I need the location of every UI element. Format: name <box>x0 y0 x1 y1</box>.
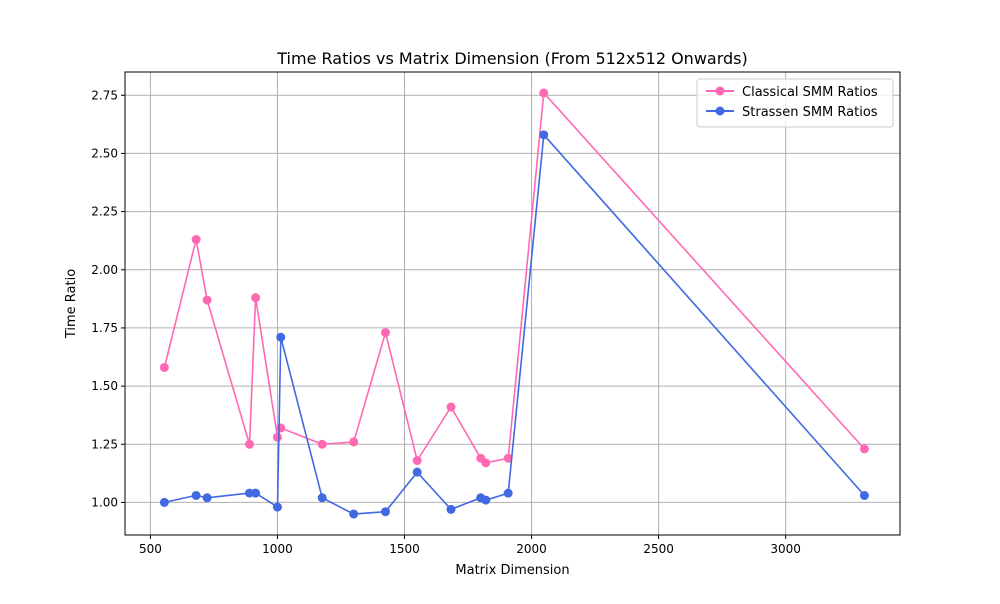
y-tick-label: 2.00 <box>91 263 118 277</box>
data-point <box>349 437 359 447</box>
series-layer <box>159 88 869 519</box>
series-classical <box>159 88 869 468</box>
data-point <box>380 507 390 517</box>
data-point <box>859 444 869 454</box>
data-point <box>251 488 261 498</box>
y-tick-label: 1.00 <box>91 495 118 509</box>
chart-title: Time Ratios vs Matrix Dimension (From 51… <box>276 49 747 68</box>
axis-ticks: 500 1000 1500 2000 2500 3000 1.00 1.25 1.50 1.75 2… <box>91 88 801 556</box>
data-point <box>251 293 261 303</box>
data-point <box>276 332 286 342</box>
x-axis-label: Matrix Dimension <box>455 563 569 578</box>
data-point <box>202 493 212 503</box>
data-point <box>412 467 422 477</box>
data-point <box>272 502 282 512</box>
x-tick-label: 500 <box>139 542 162 556</box>
data-point <box>539 130 549 140</box>
data-point <box>446 402 456 412</box>
data-point <box>159 362 169 372</box>
data-point <box>380 328 390 338</box>
y-tick-label: 2.50 <box>91 146 118 160</box>
legend-marker-strassen <box>715 106 725 116</box>
data-point <box>349 509 359 519</box>
data-point <box>859 490 869 500</box>
legend-marker-classical <box>715 86 725 96</box>
x-tick-label: 2000 <box>516 542 547 556</box>
data-point <box>272 432 282 442</box>
legend-label-classical: Classical SMM Ratios <box>742 85 878 100</box>
data-point <box>191 235 201 245</box>
data-point <box>202 295 212 305</box>
x-tick-label: 2500 <box>643 542 674 556</box>
data-point <box>159 497 169 507</box>
data-point <box>245 439 255 449</box>
data-point <box>412 456 422 466</box>
y-tick-label: 2.75 <box>91 88 118 102</box>
x-tick-label: 3000 <box>770 542 801 556</box>
plot-frame <box>124 71 901 536</box>
series-strassen <box>159 130 869 519</box>
y-tick-label: 1.25 <box>91 437 118 451</box>
x-tick-label: 1500 <box>389 542 420 556</box>
legend-box <box>696 78 894 128</box>
data-point <box>481 458 491 468</box>
data-point <box>276 423 286 433</box>
legend: Classical SMM Ratios Strassen SMM Ratios <box>696 78 894 128</box>
data-point <box>503 453 513 463</box>
data-point <box>317 493 327 503</box>
y-tick-label: 1.75 <box>91 321 118 335</box>
y-tick-label: 1.50 <box>91 379 118 393</box>
data-point <box>446 504 456 514</box>
x-tick-label: 1000 <box>262 542 293 556</box>
data-point <box>503 488 513 498</box>
data-point <box>539 88 549 98</box>
data-point <box>191 490 201 500</box>
data-point <box>317 439 327 449</box>
y-axis-label: Time Ratio <box>64 269 79 339</box>
data-point <box>481 495 491 505</box>
legend-label-strassen: Strassen SMM Ratios <box>742 105 878 120</box>
y-tick-label: 2.25 <box>91 205 118 219</box>
grid <box>125 72 900 535</box>
